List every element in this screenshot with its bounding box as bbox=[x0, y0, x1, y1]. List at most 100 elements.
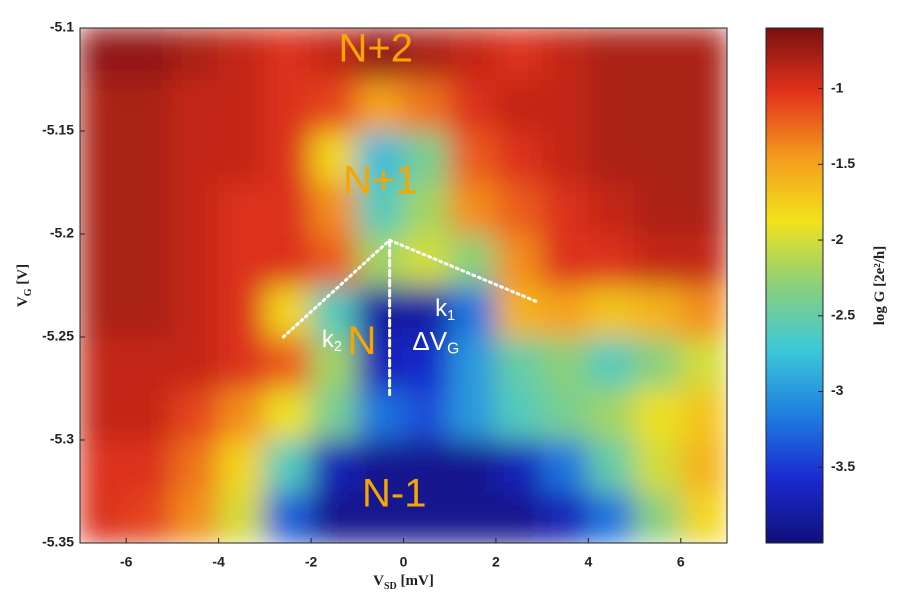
annotation-text: N bbox=[347, 319, 376, 363]
heat-cell bbox=[403, 28, 451, 80]
heat-cell bbox=[218, 491, 266, 543]
y-tick-label: -5.3 bbox=[50, 431, 74, 447]
y-axis-label: VG [V] bbox=[15, 264, 34, 307]
heat-cell bbox=[171, 182, 220, 235]
heat-cell bbox=[541, 336, 589, 389]
heat-cell bbox=[264, 233, 312, 286]
heat-cell bbox=[356, 79, 404, 132]
y-tick-label: -5.35 bbox=[42, 534, 74, 550]
y-label-sub: G bbox=[23, 288, 34, 296]
heat-cell bbox=[541, 388, 589, 441]
heat-cell bbox=[541, 233, 589, 286]
heat-cell bbox=[449, 233, 497, 286]
x-axis-label: VSD [mV] bbox=[373, 573, 434, 592]
heat-cell bbox=[634, 285, 682, 338]
heat-cell bbox=[403, 491, 451, 543]
heat-cell bbox=[587, 439, 636, 492]
heat-cell bbox=[680, 130, 727, 183]
heat-cell bbox=[310, 182, 358, 235]
heat-cell bbox=[80, 491, 127, 543]
heat-cell bbox=[80, 388, 127, 441]
heat-cell bbox=[310, 388, 358, 441]
heat-cell bbox=[680, 79, 727, 132]
heat-cell bbox=[634, 182, 682, 235]
y-tick-label: -5.2 bbox=[50, 225, 74, 241]
heat-cell bbox=[310, 491, 358, 543]
colorbar-tick-label: -1 bbox=[831, 79, 844, 95]
heat-cell bbox=[171, 439, 220, 492]
heat-cell bbox=[403, 285, 451, 338]
heat-cell bbox=[171, 79, 220, 132]
heat-cell bbox=[634, 388, 682, 441]
colorbar-tick-label: -3.5 bbox=[831, 458, 855, 474]
heat-cell bbox=[171, 233, 220, 286]
heat-cell bbox=[125, 28, 173, 80]
heat-cell bbox=[680, 182, 727, 235]
heat-cell bbox=[218, 439, 266, 492]
annotation: N+2 bbox=[339, 26, 414, 70]
y-label-main: V bbox=[15, 296, 31, 307]
x-label-sub: SD bbox=[384, 581, 397, 592]
heat-cell bbox=[680, 285, 727, 338]
heat-cell bbox=[403, 233, 451, 286]
x-tick-label: -6 bbox=[120, 554, 133, 570]
x-tick-label: 4 bbox=[584, 554, 592, 570]
heat-cell bbox=[356, 130, 404, 183]
annotation: ΔVG bbox=[412, 326, 459, 358]
heat-cell bbox=[310, 285, 358, 338]
heat-cell bbox=[541, 439, 589, 492]
heat-cell bbox=[495, 182, 543, 235]
heat-cell bbox=[403, 439, 451, 492]
colorbar bbox=[765, 27, 824, 544]
heat-cell bbox=[264, 28, 312, 80]
heat-cell bbox=[310, 233, 358, 286]
heatmap-cells bbox=[80, 28, 727, 543]
heat-cell bbox=[80, 233, 127, 286]
heat-cell bbox=[310, 28, 358, 80]
heat-cell bbox=[680, 233, 727, 286]
heat-cell bbox=[403, 388, 451, 441]
heat-cell bbox=[125, 130, 173, 183]
x-label-main: V bbox=[373, 573, 384, 589]
heat-cell bbox=[449, 28, 497, 80]
heat-cell bbox=[403, 79, 451, 132]
annotation-text: N+2 bbox=[339, 26, 414, 70]
heat-cell bbox=[310, 130, 358, 183]
heat-cell bbox=[495, 388, 543, 441]
heat-cell bbox=[264, 491, 312, 543]
x-tick-label: -4 bbox=[212, 554, 225, 570]
y-tick-label: -5.15 bbox=[42, 122, 74, 138]
annotation: N bbox=[347, 319, 376, 363]
heat-cell bbox=[449, 130, 497, 183]
heat-cell bbox=[171, 28, 220, 80]
heat-cell bbox=[125, 336, 173, 389]
heat-cell bbox=[125, 388, 173, 441]
heat-cell bbox=[80, 285, 127, 338]
heat-cell bbox=[125, 491, 173, 543]
annotation-subscript: 1 bbox=[447, 308, 455, 324]
colorbar-tick-label: -2 bbox=[831, 231, 844, 247]
heat-cell bbox=[218, 28, 266, 80]
heat-cell bbox=[495, 439, 543, 492]
heat-cell bbox=[125, 233, 173, 286]
heat-cell bbox=[356, 491, 404, 543]
heat-cell bbox=[634, 233, 682, 286]
heat-cell bbox=[310, 336, 358, 389]
heat-cell bbox=[587, 182, 636, 235]
heat-cell bbox=[264, 388, 312, 441]
heat-cell bbox=[218, 285, 266, 338]
heat-cell bbox=[80, 28, 127, 80]
colorbar-tick-label: -1.5 bbox=[831, 155, 855, 171]
heat-cell bbox=[587, 491, 636, 543]
heat-cell bbox=[310, 439, 358, 492]
heat-cell bbox=[171, 130, 220, 183]
heat-cell bbox=[541, 28, 589, 80]
heat-cell bbox=[449, 182, 497, 235]
heat-cell bbox=[171, 491, 220, 543]
heat-cell bbox=[449, 491, 497, 543]
heat-cell bbox=[634, 439, 682, 492]
heat-cell bbox=[356, 388, 404, 441]
heat-cell bbox=[80, 439, 127, 492]
